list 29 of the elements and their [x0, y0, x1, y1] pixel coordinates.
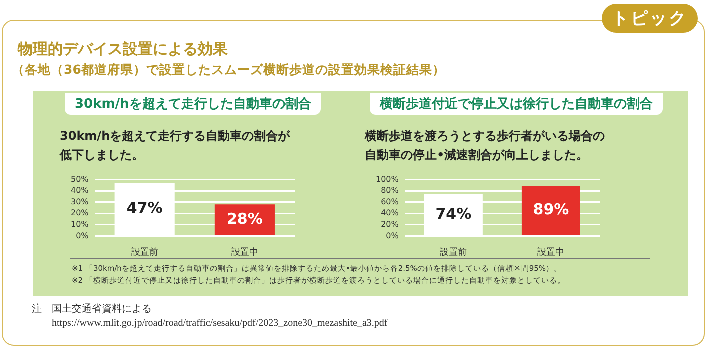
- y-tick-label: 0%: [76, 231, 90, 240]
- y-tick-label: 20%: [71, 208, 90, 218]
- chart-subtitle: 30km/hを超えて走行する自動車の割合が低下しました。: [60, 128, 292, 164]
- y-tick-label: 20%: [381, 220, 400, 229]
- y-tick-label: 40%: [381, 208, 400, 218]
- y-tick-label: 100%: [376, 174, 400, 184]
- y-tick-label: 60%: [381, 197, 400, 206]
- y-tick-label: 10%: [71, 220, 90, 229]
- y-tick-label: 30%: [71, 197, 90, 206]
- x-tick-label: 設置中: [231, 246, 258, 258]
- chart-title: 横断歩道付近で停止又は徐行した自動車の割合: [370, 93, 663, 115]
- data-label: 74%: [436, 204, 472, 223]
- text: 注 国土交通省資料による: [32, 302, 152, 316]
- chart-title: 30km/hを超えて走行した自動車の割合: [65, 93, 322, 115]
- chart-subtitle: 横断歩道を渡ろうとする歩行者がいる場合の自動車の停止•減速割合が向上しました。: [365, 128, 606, 164]
- x-tick-label: 設置前: [131, 246, 158, 258]
- text: トピック: [602, 4, 698, 33]
- text: https://www.mlit.go.jp/road/road/traffic/sesaku/pdf/2023_zone30_mezashite_a3.pdf: [52, 318, 388, 329]
- y-tick-label: 50%: [71, 174, 90, 184]
- text: 物理的デバイス設置による効果: [18, 40, 228, 59]
- x-tick-label: 設置中: [538, 246, 565, 258]
- data-label: 89%: [533, 200, 570, 219]
- y-tick-label: 40%: [71, 186, 90, 196]
- text: （各地（36都道府県）で設置したスムーズ横断歩道の設置効果検証結果）: [12, 62, 446, 79]
- data-label: 47%: [126, 199, 163, 218]
- x-tick-label: 設置前: [440, 246, 468, 258]
- data-label: 28%: [226, 210, 263, 228]
- y-tick-label: 0%: [386, 231, 400, 240]
- y-tick-label: 80%: [381, 186, 400, 196]
